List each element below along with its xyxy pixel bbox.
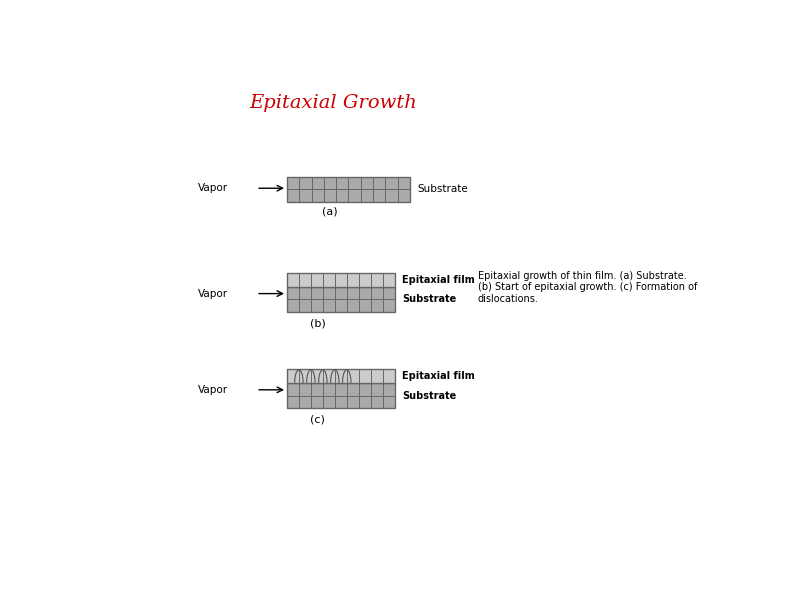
Bar [287,273,395,287]
Text: (a): (a) [322,206,337,216]
Bar [287,177,410,202]
Bar [287,369,395,383]
Bar [287,383,395,408]
Text: Substrate: Substrate [402,390,457,400]
Text: (b): (b) [310,318,326,328]
Text: Epitaxial growth of thin film. (a) Substrate.
(b) Start of epitaxial growth. (c): Epitaxial growth of thin film. (a) Subst… [478,271,697,304]
Text: Substrate: Substrate [418,184,468,195]
Bar [287,287,395,312]
Text: Epitaxial film: Epitaxial film [402,275,475,285]
Text: Vapor: Vapor [198,385,229,395]
Text: Epitaxial film: Epitaxial film [402,371,475,381]
Text: (c): (c) [310,415,325,425]
Text: Substrate: Substrate [402,295,457,304]
Text: Vapor: Vapor [198,289,229,299]
Text: Epitaxial Growth: Epitaxial Growth [249,95,417,112]
Text: Vapor: Vapor [198,183,229,193]
